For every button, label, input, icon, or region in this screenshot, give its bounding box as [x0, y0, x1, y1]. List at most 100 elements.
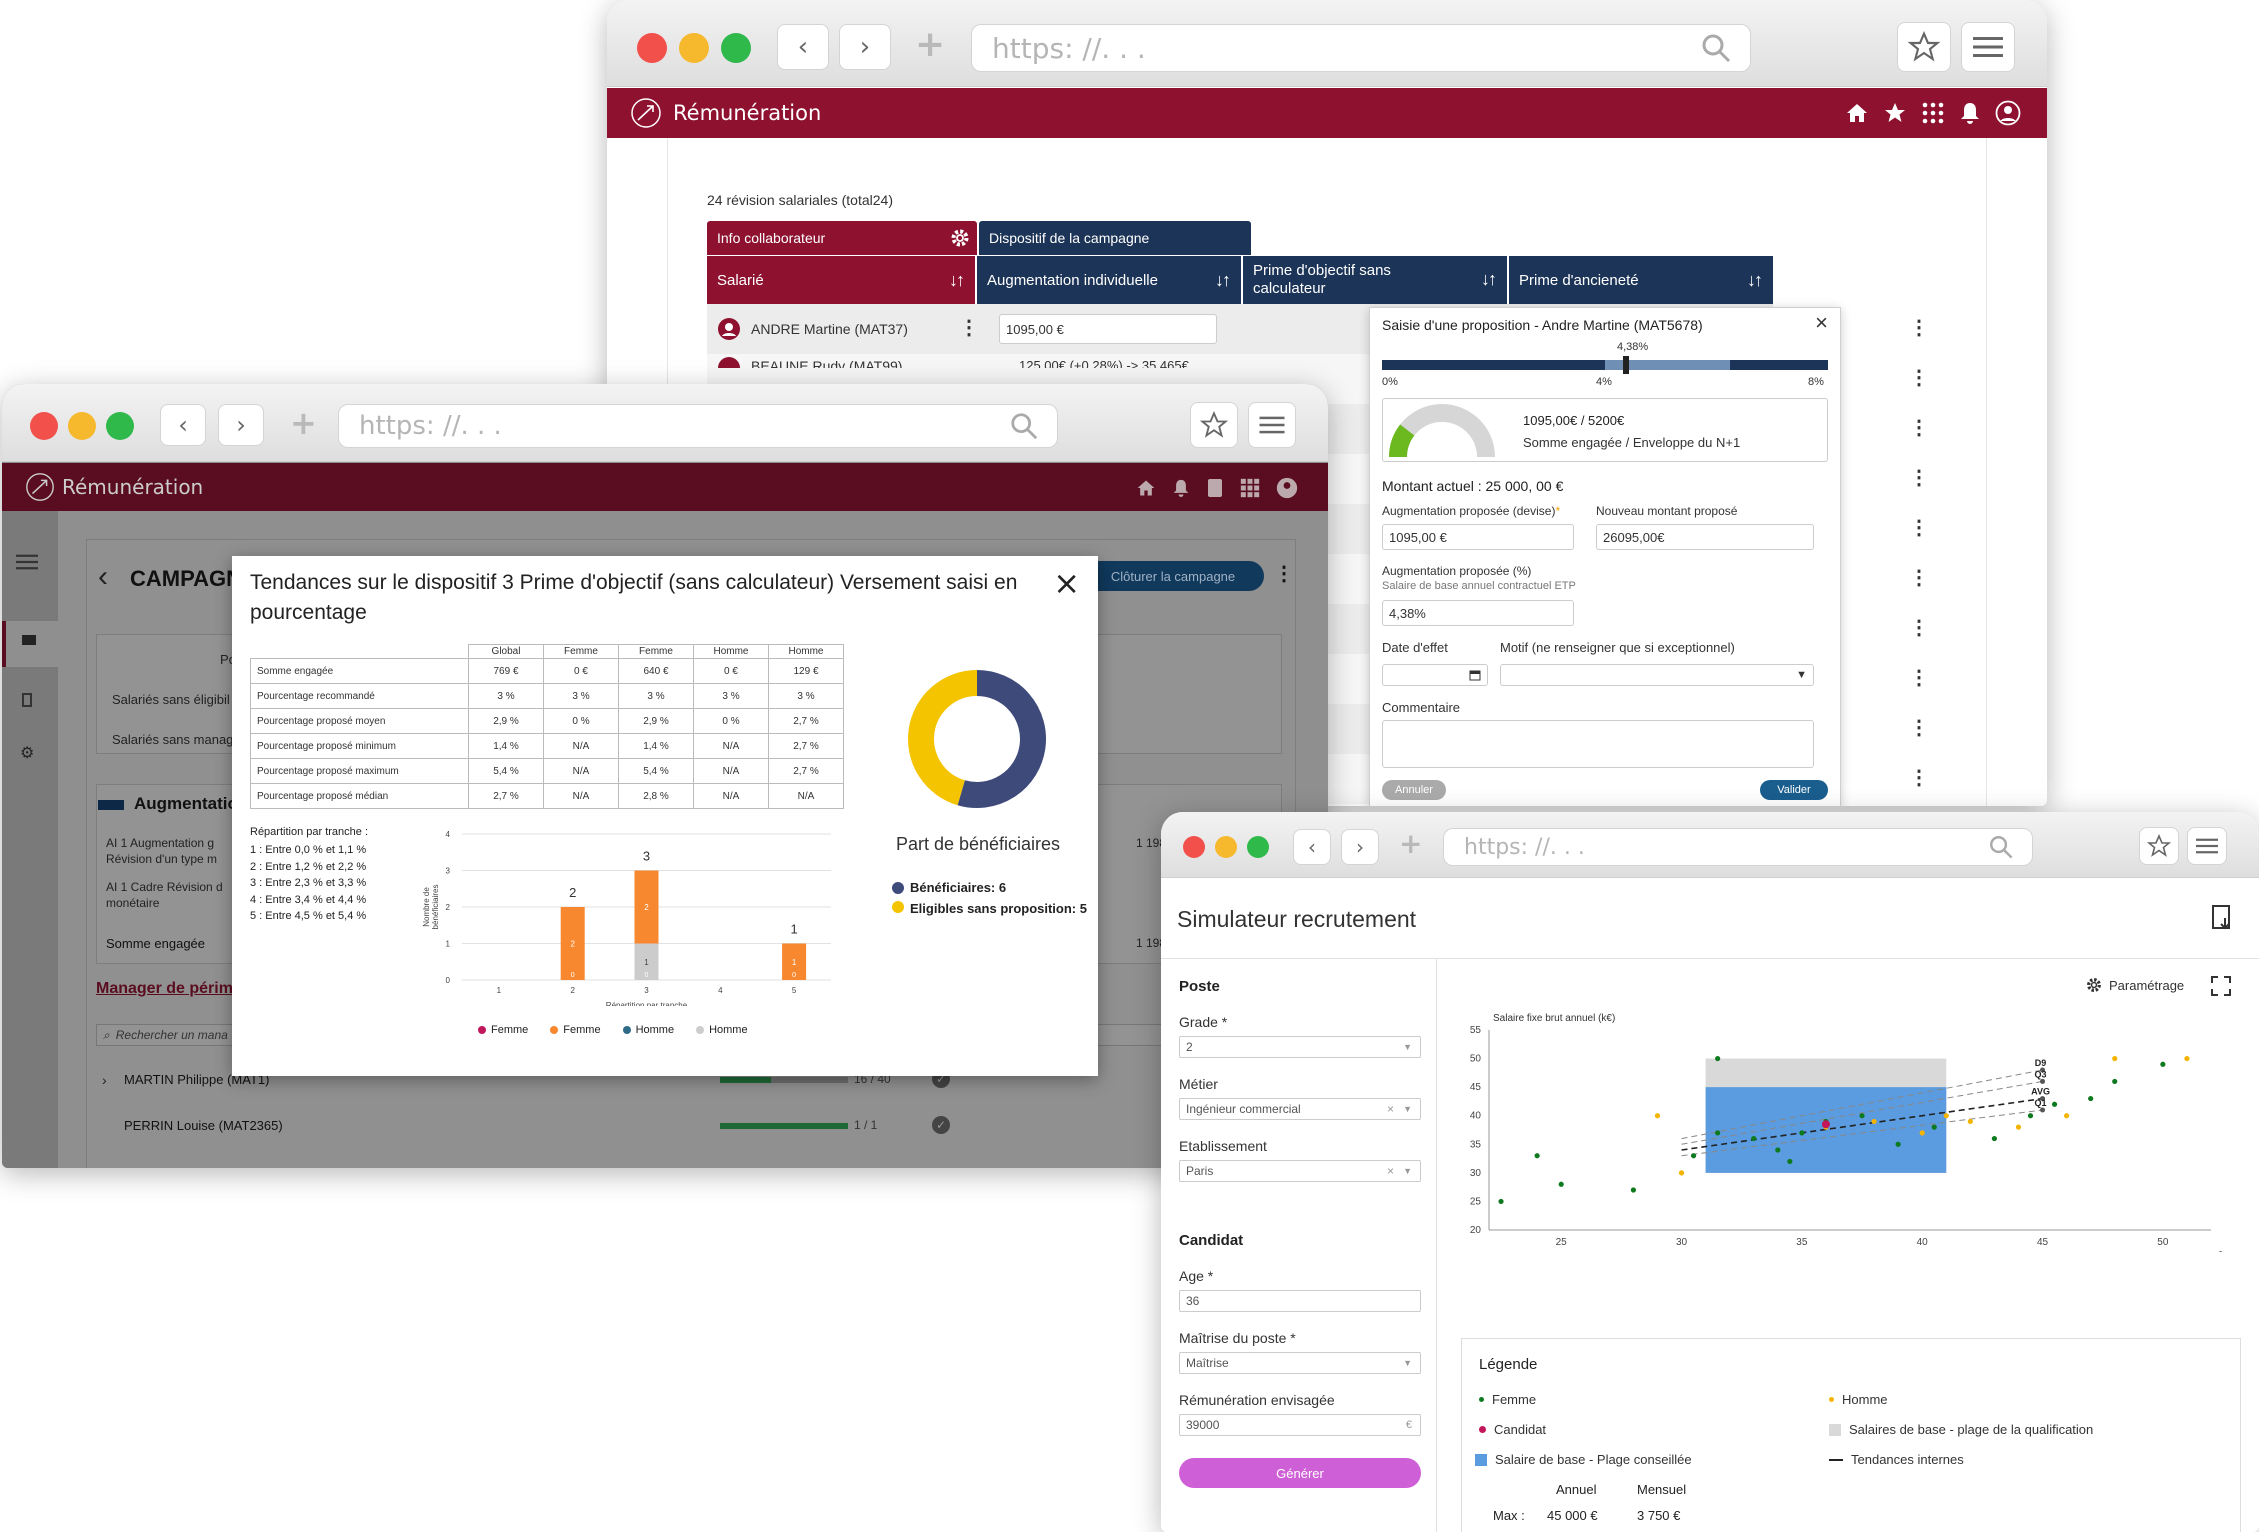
metier-select[interactable]: Ingénieur commercial × ▼: [1179, 1098, 1421, 1120]
row-menu-icon[interactable]: ⋮: [1909, 367, 1929, 389]
apps-grid-icon[interactable]: [1921, 101, 1945, 125]
age-input[interactable]: 36: [1179, 1290, 1421, 1312]
column-header-prime-anciennete[interactable]: Prime d'ancieneté ↓↑: [1509, 256, 1773, 304]
date-input[interactable]: [1382, 664, 1488, 686]
back-button[interactable]: ‹: [777, 24, 829, 70]
user-account-icon[interactable]: [1995, 100, 2021, 126]
maximize-dot[interactable]: [721, 33, 751, 63]
export-icon[interactable]: [2211, 904, 2235, 932]
address-bar[interactable]: https: //. . .: [338, 404, 1058, 448]
remuneration-input[interactable]: 39000 €: [1179, 1414, 1421, 1436]
column-header-prime-objectif[interactable]: Prime d'objectif sans calculateur ↓↑: [1243, 256, 1507, 304]
close-dot[interactable]: [30, 412, 58, 440]
forward-button[interactable]: ›: [218, 404, 264, 446]
row-menu-icon[interactable]: ⋮: [1909, 467, 1929, 489]
close-icon[interactable]: ×: [1815, 310, 1828, 335]
bell-icon[interactable]: [1959, 101, 1981, 125]
close-dot[interactable]: [637, 33, 667, 63]
slider-handle[interactable]: [1623, 356, 1630, 374]
favorites-star-icon[interactable]: [1883, 101, 1907, 125]
hamburger-icon[interactable]: [16, 553, 38, 571]
bar-legend-item[interactable]: Femme: [550, 1024, 601, 1036]
generate-button[interactable]: Générer: [1179, 1458, 1421, 1488]
minimize-dot[interactable]: [679, 33, 709, 63]
bar-legend-item[interactable]: Homme: [622, 1024, 674, 1036]
gear-icon[interactable]: ⚙: [20, 745, 35, 762]
sort-icon[interactable]: ↓↑: [1215, 269, 1231, 290]
row-menu-icon[interactable]: ⋮: [1909, 317, 1929, 339]
sort-icon[interactable]: ↓↑: [949, 269, 965, 290]
comment-textarea[interactable]: [1382, 720, 1814, 768]
bookmark-star-button[interactable]: [1190, 402, 1238, 448]
book-icon[interactable]: [1206, 478, 1224, 498]
row-menu-icon[interactable]: ⋮: [1909, 417, 1929, 439]
forward-button[interactable]: ›: [839, 24, 891, 70]
parametrage-link[interactable]: Paramétrage: [2109, 978, 2185, 993]
back-button[interactable]: ‹: [160, 404, 206, 446]
motif-select[interactable]: ▼: [1500, 664, 1814, 686]
side-nav-active[interactable]: [2, 621, 58, 667]
validate-button[interactable]: Valider: [1760, 780, 1828, 800]
address-bar[interactable]: https: //. . .: [1443, 828, 2033, 866]
cancel-button[interactable]: Annuler: [1382, 780, 1446, 800]
bar-legend-item[interactable]: Homme: [696, 1024, 748, 1036]
bell-icon[interactable]: [1172, 478, 1190, 498]
aug-pct-input[interactable]: 4,38%: [1382, 600, 1574, 626]
new-tab-icon[interactable]: +: [1399, 827, 1423, 860]
row-menu-icon[interactable]: ⋮: [1909, 517, 1929, 539]
document-icon[interactable]: [22, 693, 32, 707]
point-femme: [1859, 1113, 1865, 1119]
minimize-dot[interactable]: [1215, 836, 1237, 858]
legend-label: Tendances internes: [1851, 1452, 1964, 1467]
row-menu-icon[interactable]: ⋮: [1909, 617, 1929, 639]
menu-button[interactable]: [1961, 22, 2015, 72]
close-campaign-button[interactable]: Clôturer la campagne: [1082, 561, 1264, 591]
address-bar[interactable]: https: //. . .: [971, 24, 1751, 72]
new-tab-icon[interactable]: +: [915, 24, 946, 65]
sort-icon[interactable]: ↓↑: [1747, 269, 1763, 290]
bar-legend-item[interactable]: Femme: [478, 1024, 528, 1036]
calendar-icon[interactable]: [1469, 669, 1481, 681]
new-tab-icon[interactable]: +: [290, 404, 317, 442]
menu-button[interactable]: [1248, 402, 1296, 448]
bookmark-star-button[interactable]: [1897, 22, 1951, 72]
maximize-dot[interactable]: [1247, 836, 1269, 858]
row-menu-icon[interactable]: ⋮: [1909, 667, 1929, 689]
new-amount-input[interactable]: 26095,00€: [1596, 524, 1814, 550]
expand-chevron-icon[interactable]: ›: [102, 1072, 107, 1088]
row-menu-icon[interactable]: ⋮: [1909, 717, 1929, 739]
page-menu-icon[interactable]: ⋮: [1274, 563, 1294, 585]
gear-icon[interactable]: [949, 227, 971, 249]
clear-icon[interactable]: ×: [1386, 1102, 1394, 1116]
minimize-dot[interactable]: [68, 412, 96, 440]
fullscreen-icon[interactable]: [2211, 976, 2231, 996]
back-chevron-icon[interactable]: ‹: [98, 560, 108, 593]
row-menu-icon[interactable]: ⋮: [1909, 567, 1929, 589]
close-icon[interactable]: ×: [1053, 564, 1080, 602]
maximize-dot[interactable]: [106, 412, 134, 440]
back-button[interactable]: ‹: [1293, 829, 1331, 865]
aug-devise-input[interactable]: 1095,00 €: [1382, 524, 1574, 550]
column-header-salarie[interactable]: Salarié ↓↑: [707, 256, 975, 304]
tab-dispositif[interactable]: Dispositif de la campagne: [979, 221, 1251, 255]
gear-icon[interactable]: [2085, 976, 2103, 994]
row-menu-icon[interactable]: ⋮: [1909, 767, 1929, 789]
augmentation-input[interactable]: 1095,00 €: [999, 314, 1217, 344]
forward-button[interactable]: ›: [1341, 829, 1379, 865]
browser-chrome: ‹ › + https: //. . .: [2, 384, 1328, 462]
etablissement-select[interactable]: Paris × ▼: [1179, 1160, 1421, 1182]
grade-select[interactable]: 2 ▼: [1179, 1036, 1421, 1058]
close-dot[interactable]: [1183, 836, 1205, 858]
bookmark-star-button[interactable]: [2139, 827, 2179, 865]
row-menu-icon[interactable]: ⋮: [959, 317, 979, 339]
maitrise-select[interactable]: Maîtrise ▼: [1179, 1352, 1421, 1374]
tab-info-collaborateur[interactable]: Info collaborateur: [707, 221, 977, 255]
menu-button[interactable]: [2187, 827, 2227, 865]
apps-grid-icon[interactable]: [1240, 478, 1260, 498]
column-header-augmentation[interactable]: Augmentation individuelle ↓↑: [977, 256, 1241, 304]
home-icon[interactable]: [1845, 101, 1869, 125]
home-icon[interactable]: [1136, 478, 1156, 498]
sort-icon[interactable]: ↓↑: [1481, 269, 1497, 290]
user-account-icon[interactable]: [1276, 477, 1298, 499]
clear-icon[interactable]: ×: [1386, 1164, 1394, 1178]
